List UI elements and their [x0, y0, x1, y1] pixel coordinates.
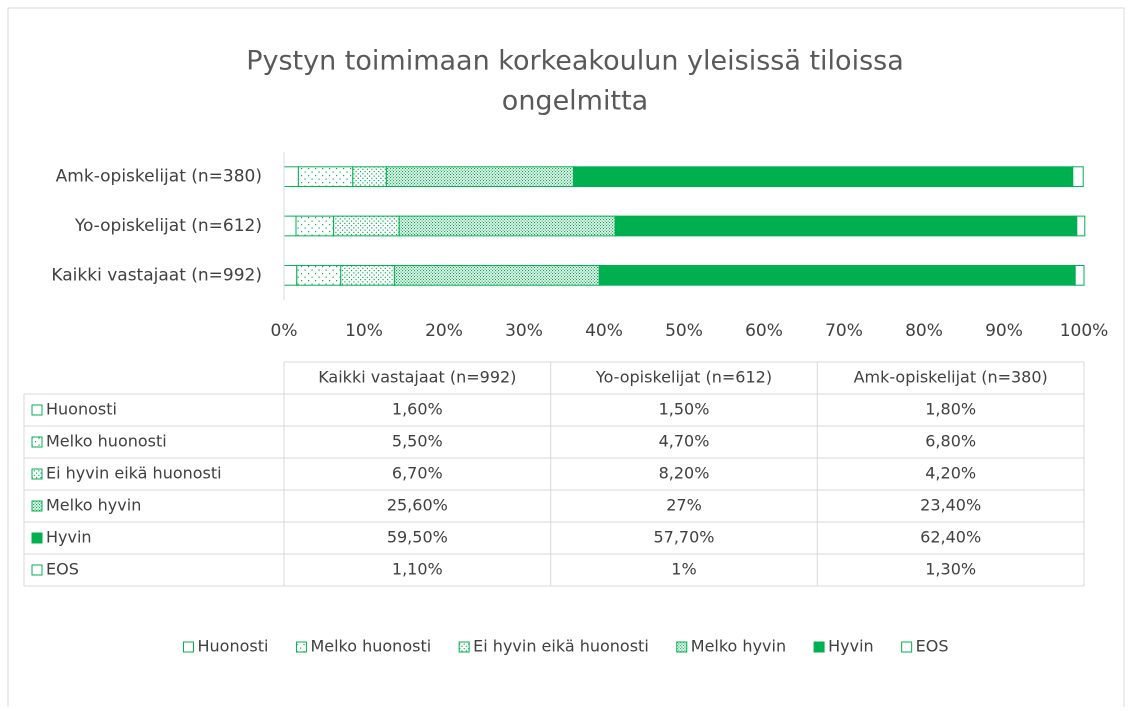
chart-title: ongelmitta [502, 86, 648, 117]
legend-label: EOS [916, 637, 949, 656]
bar-segment [393, 264, 600, 286]
legend-key [901, 641, 913, 653]
legend-key [295, 641, 307, 653]
table-row-label: Huonosti [46, 400, 117, 419]
y-tick-label: Kaikki vastajaat (n=992) [51, 265, 262, 285]
x-tick-label: 80% [905, 321, 943, 341]
table-legend-key [31, 500, 43, 512]
table-row-label: Ei hyvin eikä huonosti [46, 464, 222, 483]
table-cell: 59,50% [387, 528, 448, 547]
table-cell: 27% [666, 496, 702, 515]
table-cell: 23,40% [920, 496, 981, 515]
x-tick-label: 40% [585, 321, 623, 341]
table-cell: 4,70% [659, 432, 710, 451]
table-cell: 57,70% [653, 528, 714, 547]
x-tick-label: 20% [425, 321, 463, 341]
bar-segment [598, 264, 1076, 286]
table-cell: 1,80% [925, 400, 976, 419]
table-cell: 1,60% [392, 400, 443, 419]
x-tick-label: 60% [745, 321, 783, 341]
legend-label: Melko hyvin [691, 637, 786, 656]
legend-item: Hyvin [813, 637, 874, 656]
table-cell: 62,40% [920, 528, 981, 547]
bar-segment [614, 215, 1078, 237]
x-tick-label: 0% [271, 321, 298, 341]
bar-segment [1074, 264, 1085, 286]
table-legend-key [31, 564, 43, 576]
table-cell: 1,50% [659, 400, 710, 419]
legend-item: Ei hyvin eikä huonosti [458, 637, 649, 656]
table-row-label: EOS [46, 560, 79, 579]
chart-frame [7, 7, 1125, 711]
table-cell: 5,50% [392, 432, 443, 451]
legend-item: Melko hyvin [676, 637, 786, 656]
bar-segment [297, 166, 354, 188]
bar-segment [283, 215, 297, 237]
bar-segment [385, 166, 575, 188]
bar-segment [283, 166, 299, 188]
legend-item: Huonosti [182, 637, 268, 656]
bar-segment [1076, 215, 1086, 237]
table-cell: 6,70% [392, 464, 443, 483]
table-cell: 1,10% [392, 560, 443, 579]
legend-item: EOS [901, 637, 949, 656]
legend-label: Hyvin [828, 637, 874, 656]
x-tick-label: 90% [985, 321, 1023, 341]
y-tick-label: Amk-opiskelijat (n=380) [56, 167, 262, 187]
table-cell: 8,20% [659, 464, 710, 483]
bar-segment [295, 215, 335, 237]
bar-segment [283, 264, 298, 286]
x-tick-label: 30% [505, 321, 543, 341]
y-tick-label: Yo-opiskelijat (n=612) [74, 216, 262, 236]
legend-key [676, 641, 688, 653]
table-cell: 6,80% [925, 432, 976, 451]
bar-segment [340, 264, 395, 286]
bar-segment [573, 166, 1074, 188]
legend-key [813, 641, 825, 653]
bar-segment [1072, 166, 1084, 188]
table-legend-key [31, 436, 43, 448]
bar-segment [352, 166, 387, 188]
legend-label: Huonosti [197, 637, 268, 656]
table-legend-key [31, 532, 43, 544]
table-row-label: Melko hyvin [46, 496, 141, 515]
chart-title: Pystyn toimimaan korkeakoulun yleisissä … [246, 46, 904, 77]
table-cell: 25,60% [387, 496, 448, 515]
table-row-label: Melko huonosti [46, 432, 167, 451]
bar-segment [398, 215, 616, 237]
legend-key [458, 641, 470, 653]
table-header: Amk-opiskelijat (n=380) [854, 368, 1048, 387]
table-header: Kaikki vastajaat (n=992) [318, 368, 516, 387]
legend-key [182, 641, 194, 653]
x-tick-label: 100% [1060, 321, 1109, 341]
table-cell: 1% [671, 560, 696, 579]
bar-segment [333, 215, 400, 237]
x-tick-label: 70% [825, 321, 863, 341]
table-header: Yo-opiskelijat (n=612) [595, 368, 772, 387]
table-legend-key [31, 404, 43, 416]
legend-label: Melko huonosti [310, 637, 431, 656]
table-cell: 1,30% [925, 560, 976, 579]
table-cell: 4,20% [925, 464, 976, 483]
x-tick-label: 10% [345, 321, 383, 341]
table-legend-key [31, 468, 43, 480]
x-tick-label: 50% [665, 321, 703, 341]
bar-segment [296, 264, 342, 286]
table-row-label: Hyvin [46, 528, 92, 547]
legend-item: Melko huonosti [295, 637, 431, 656]
legend-label: Ei hyvin eikä huonosti [473, 637, 649, 656]
